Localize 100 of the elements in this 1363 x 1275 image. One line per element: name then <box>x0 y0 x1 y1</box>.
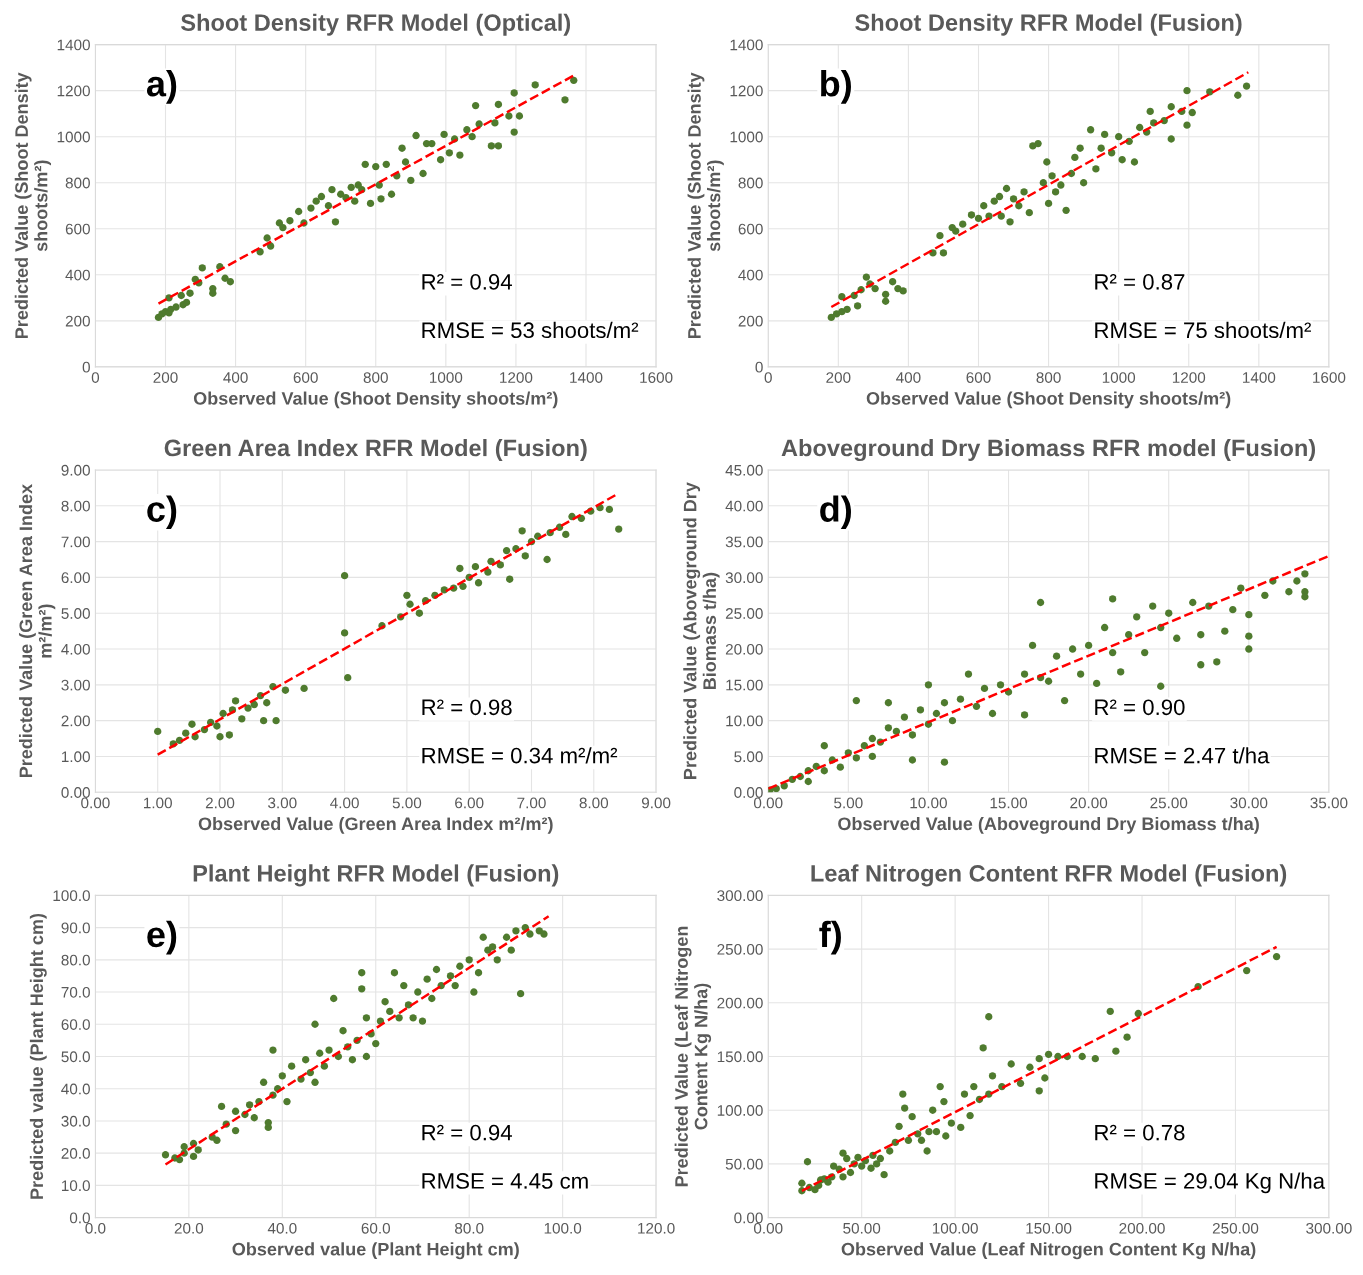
x-axis-title: Observed Value (Shoot Density shoots/m²) <box>193 391 558 409</box>
y-tick-label: 4.00 <box>61 643 90 655</box>
y-tick-label: 100.0 <box>53 890 90 902</box>
y-tick-label: 200 <box>65 315 90 327</box>
y-tick-label: 1000 <box>57 131 90 143</box>
y-tick-label: 0.00 <box>734 787 763 798</box>
x-tick-label: 20.0 <box>174 1222 204 1234</box>
y-tick-label: 0 <box>755 361 763 373</box>
y-tick-label: 20.0 <box>61 1148 90 1159</box>
x-tick-label: 0.0 <box>85 1222 106 1234</box>
y-tick-label: 60.0 <box>61 1019 90 1030</box>
x-tick-label: 20.00 <box>1070 797 1108 809</box>
x-tick-label: 1600 <box>640 372 673 383</box>
x-tick-label: 800 <box>363 372 388 383</box>
x-tick-label: 100.00 <box>932 1222 978 1234</box>
y-tick-label: 50.0 <box>61 1051 90 1063</box>
x-axis-title: Observed Value (Aboveground Dry Biomass t/ha) <box>838 816 1259 834</box>
y-tick-label: 200 <box>738 315 763 327</box>
y-tick-label: 1400 <box>730 39 763 51</box>
y-tick-label: 1200 <box>730 85 763 97</box>
x-tick-label: 0.00 <box>81 797 110 809</box>
annotation: R² = 0.94 <box>422 1124 512 1141</box>
x-tick-label: 600 <box>293 372 318 383</box>
y-tick-label: 45.00 <box>725 464 763 476</box>
annotation: b) <box>821 70 851 104</box>
y-tick-label: 5.00 <box>61 608 90 619</box>
y-tick-label: 300.00 <box>717 890 763 902</box>
x-axis-title: Observed Value (Green Area Index m²/m²) <box>198 816 553 834</box>
y-tick-label: 1000 <box>730 131 763 143</box>
y-tick-label: 40.0 <box>61 1083 90 1095</box>
y-tick-label: 9.00 <box>61 464 90 476</box>
y-tick-label: 80.0 <box>61 954 90 966</box>
y-tick-label: 400 <box>65 269 90 281</box>
annotation: c) <box>147 495 177 530</box>
x-tick-label: 600 <box>966 372 991 383</box>
y-tick-label: 1.00 <box>61 751 90 763</box>
y-tick-label: 40.00 <box>725 500 763 512</box>
x-axis-title: Observed Value (Shoot Density shoots/m²) <box>866 391 1231 409</box>
y-tick-label: 1200 <box>57 85 90 97</box>
x-tick-label: 30.00 <box>1230 797 1268 809</box>
y-tick-label: 800 <box>738 177 763 189</box>
y-tick-label: 400 <box>738 269 763 281</box>
annotation: RMSE = 75 shoots/m² <box>1095 321 1311 339</box>
x-tick-label: 10.00 <box>910 797 947 809</box>
annotation: a) <box>146 70 177 104</box>
x-tick-label: 400 <box>896 372 921 383</box>
x-tick-label: 7.00 <box>517 797 546 809</box>
y-axis-title: Predicted Value (Shoot Density shoots/m²) <box>14 72 52 338</box>
x-tick-label: 60.0 <box>361 1222 391 1234</box>
x-tick-label: 1200 <box>1172 372 1206 383</box>
x-tick-label: 35.00 <box>1310 797 1348 809</box>
y-tick-label: 30.00 <box>725 572 763 584</box>
x-tick-label: 150.00 <box>1026 1222 1072 1234</box>
x-tick-label: 1400 <box>1243 372 1276 383</box>
x-axis-title: Observed value (Plant Height cm) <box>232 1242 519 1260</box>
x-tick-label: 0 <box>91 372 100 383</box>
x-tick-label: 1600 <box>1313 372 1346 383</box>
x-tick-label: 250.00 <box>1212 1222 1259 1234</box>
y-tick-label: 3.00 <box>61 679 90 691</box>
x-tick-label: 9.00 <box>641 797 671 809</box>
y-tick-label: 100.00 <box>717 1105 763 1116</box>
y-tick-label: 30.0 <box>61 1115 90 1127</box>
x-tick-label: 3.00 <box>268 797 297 809</box>
y-tick-label: 150.00 <box>717 1051 763 1063</box>
x-tick-label: 8.00 <box>579 797 609 809</box>
y-tick-label: 10.0 <box>61 1180 90 1192</box>
y-tick-label: 5.00 <box>734 751 763 763</box>
y-axis-title: Predicted Value (Aboveground Dry Biomass t/ha) <box>683 482 720 779</box>
annotation: R² = 0.90 <box>1095 699 1185 716</box>
x-tick-label: 50.00 <box>843 1222 881 1234</box>
y-tick-label: 0 <box>82 361 90 373</box>
x-tick-label: 6.00 <box>455 797 484 809</box>
x-tick-label: 200 <box>153 372 178 383</box>
y-axis-title: Predicted Value (Leaf Nitrogen Content Kg N/ha) <box>674 926 712 1187</box>
x-tick-label: 0 <box>764 372 772 383</box>
x-tick-label: 400 <box>223 372 248 383</box>
x-tick-label: 4.00 <box>330 797 359 809</box>
x-tick-label: 0.00 <box>753 1222 783 1234</box>
chart-title: Green Area Index RFR Model (Fusion) <box>164 439 587 462</box>
annotation: RMSE = 53 shoots/m² <box>422 321 639 339</box>
y-axis-title: Predicted Value (Green Area Index m²/m²) <box>18 484 56 778</box>
annotation: RMSE = 0.34 m²/m² <box>422 747 618 764</box>
y-tick-label: 70.0 <box>61 986 90 998</box>
y-axis-title: Predicted value (Plant Height cm) <box>29 913 47 1199</box>
y-tick-label: 600 <box>65 223 90 235</box>
annotation: R² = 0.94 <box>422 274 512 290</box>
y-tick-label: 90.0 <box>61 922 90 934</box>
x-tick-label: 1000 <box>430 372 463 383</box>
x-tick-label: 1400 <box>570 372 603 383</box>
y-tick-label: 600 <box>738 223 763 235</box>
chart-title: Shoot Density RFR Model (Fusion) <box>855 13 1242 36</box>
y-tick-label: 35.00 <box>725 536 763 548</box>
x-tick-label: 15.00 <box>990 797 1028 809</box>
x-tick-label: 120.0 <box>638 1222 675 1234</box>
x-tick-label: 25.00 <box>1150 797 1188 809</box>
y-tick-label: 20.00 <box>725 643 763 655</box>
chart-title: Leaf Nitrogen Content RFR Model (Fusion) <box>811 864 1287 887</box>
y-tick-label: 1400 <box>57 39 90 51</box>
x-tick-label: 80.0 <box>455 1222 484 1234</box>
y-tick-label: 2.00 <box>61 715 90 727</box>
